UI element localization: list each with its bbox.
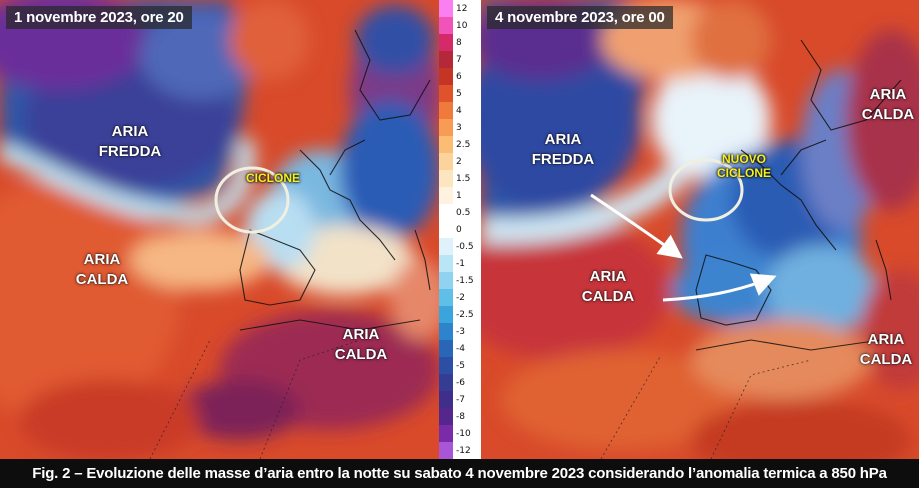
anomaly-map-left <box>0 0 439 459</box>
legend-tick-label: 2 <box>456 156 462 167</box>
legend-tick-label: 8 <box>456 37 462 48</box>
legend-swatch <box>439 442 453 459</box>
legend-swatch <box>439 323 453 340</box>
panel-title-right: 4 novembre 2023, ore 00 <box>487 6 673 29</box>
legend-tick-label: -3 <box>456 326 465 337</box>
legend-swatch <box>439 408 453 425</box>
legend-tick-label: 1 <box>456 190 462 201</box>
color-scale-legend: 12 10 8 7 6 5 4 3 2.5 2 1.5 1 0.5 0 -0.5 -1 -1.5 -2 -2.5 -3… <box>439 0 481 459</box>
legend-swatch <box>439 425 453 442</box>
legend-swatch <box>439 0 453 17</box>
legend-tick-label: -7 <box>456 394 465 405</box>
legend-swatch <box>439 289 453 306</box>
legend-swatch <box>439 374 453 391</box>
legend-tick-label: -8 <box>456 411 465 422</box>
label-warm-air-southeast-right: ARIA CALDA <box>859 331 913 368</box>
label-warm-air-west-right: ARIA CALDA <box>581 268 635 305</box>
legend-tick-label: -12 <box>456 445 471 456</box>
legend-swatch <box>439 357 453 374</box>
legend-swatch <box>439 85 453 102</box>
legend-swatch <box>439 136 453 153</box>
label-warm-air-east-right: ARIA CALDA <box>861 86 915 123</box>
legend-tick-label: 2.5 <box>456 139 471 150</box>
legend-swatch <box>439 187 453 204</box>
legend-tick-label: -10 <box>456 428 471 439</box>
legend-color-bar <box>439 0 453 459</box>
label-cyclone-left: CICLONE <box>246 171 300 185</box>
legend-swatch <box>439 102 453 119</box>
legend-tick-label: 10 <box>456 20 468 31</box>
label-warm-air-south-left: ARIA CALDA <box>334 326 388 363</box>
legend-swatch <box>439 204 453 221</box>
label-cold-air-right: ARIA FREDDA <box>531 131 595 168</box>
legend-tick-label: 12 <box>456 3 468 14</box>
figure-caption: Fig. 2 – Evoluzione delle masse d’aria e… <box>0 459 919 488</box>
legend-tick-label: -4 <box>456 343 465 354</box>
anomaly-map-right <box>481 0 919 459</box>
legend-tick-label: -5 <box>456 360 465 371</box>
legend-tick-label: 6 <box>456 71 462 82</box>
new-cyclone-circle <box>668 158 744 222</box>
legend-swatch <box>439 340 453 357</box>
legend-swatch <box>439 153 453 170</box>
legend-tick-label: 7 <box>456 54 462 65</box>
legend-swatch <box>439 255 453 272</box>
legend-swatch <box>439 34 453 51</box>
label-warm-air-west-left: ARIA CALDA <box>75 251 129 288</box>
legend-tick-label: -2.5 <box>456 309 474 320</box>
legend-tick-label: 5 <box>456 88 462 99</box>
legend-swatch <box>439 238 453 255</box>
cold-air-arrow <box>590 193 683 259</box>
label-cold-air-left: ARIA FREDDA <box>98 123 162 160</box>
legend-tick-label: 4 <box>456 105 462 116</box>
legend-swatch <box>439 170 453 187</box>
legend-tick-label: -2 <box>456 292 465 303</box>
map-panel-nov4: 4 novembre 2023, ore 00 ARIA FREDDA ARIA C… <box>481 0 919 459</box>
legend-tick-label: -0.5 <box>456 241 474 252</box>
legend-tick-labels: 12 10 8 7 6 5 4 3 2.5 2 1.5 1 0.5 0 -0.5 -1 -1.5 -2 -2.5 -3… <box>454 0 481 459</box>
legend-swatch <box>439 68 453 85</box>
legend-tick-label: 0.5 <box>456 207 471 218</box>
legend-tick-label: 1.5 <box>456 173 471 184</box>
legend-swatch <box>439 272 453 289</box>
legend-swatch <box>439 119 453 136</box>
legend-tick-label: -1 <box>456 258 465 269</box>
legend-tick-label: 0 <box>456 224 462 235</box>
legend-tick-label: -1.5 <box>456 275 474 286</box>
map-panel-nov1: 1 novembre 2023, ore 20 ARIA FREDDA ARIA C… <box>0 0 439 459</box>
warm-air-arrow <box>662 273 777 302</box>
label-new-cyclone-right: NUOVO CICLONE <box>717 152 771 180</box>
legend-swatch <box>439 391 453 408</box>
panel-title-left: 1 novembre 2023, ore 20 <box>6 6 192 29</box>
legend-swatch <box>439 51 453 68</box>
legend-swatch <box>439 221 453 238</box>
legend-tick-label: 3 <box>456 122 462 133</box>
legend-tick-label: -6 <box>456 377 465 388</box>
cyclone-circle <box>214 166 290 234</box>
legend-swatch <box>439 17 453 34</box>
legend-swatch <box>439 306 453 323</box>
